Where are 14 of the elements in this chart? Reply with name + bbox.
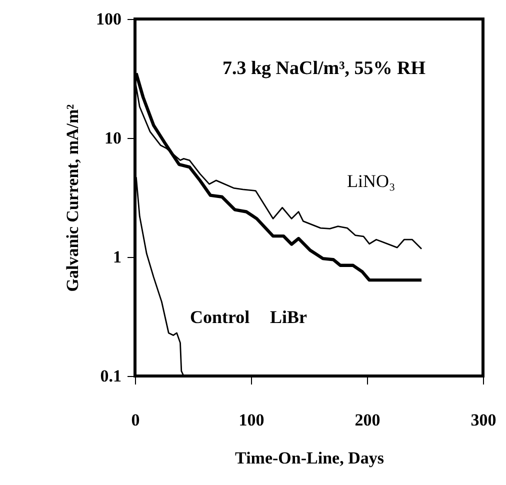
series-label: Control: [190, 307, 250, 327]
y-tick-label: 100: [96, 10, 122, 28]
y-tick-label: 0.1: [100, 366, 122, 386]
annotation: 7.3 kg NaCl/m³, 55% RH: [222, 58, 426, 79]
text: LiNO₃: [347, 171, 396, 191]
y-axis-title: Galvanic Current, mA/m²: [63, 104, 82, 292]
y-tick-label: 1: [113, 248, 122, 266]
x-axis-title: Time-On-Line, Days: [235, 448, 384, 468]
text: LiBr: [270, 307, 308, 327]
x-tick-label: 0: [131, 410, 140, 430]
x-tick-label: 300: [470, 410, 496, 430]
y-tick-label: 10: [104, 128, 122, 148]
x-tick-label: 200: [354, 410, 380, 430]
x-tick-label: 100: [238, 410, 264, 430]
